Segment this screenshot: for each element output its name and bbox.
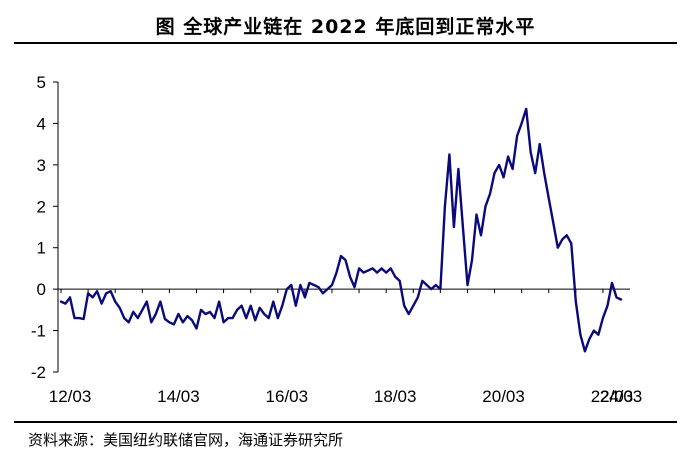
x-tick-label: 12/03 bbox=[49, 387, 92, 406]
y-tick-label: 0 bbox=[37, 280, 46, 299]
title-bar: 图 全球产业链在 2022 年底回到正常水平 bbox=[14, 8, 677, 44]
x-tick-label: 22/03 bbox=[591, 387, 634, 406]
series-line bbox=[59, 107, 623, 353]
x-tick-label: 20/03 bbox=[482, 387, 525, 406]
y-tick-label: -1 bbox=[31, 322, 46, 341]
x-tick-label: 14/03 bbox=[157, 387, 200, 406]
source-note: 资料来源：美国纽约联储官网，海通证券研究所 bbox=[28, 431, 344, 449]
y-tick-label: 5 bbox=[37, 73, 46, 92]
y-tick-label: 4 bbox=[37, 114, 46, 133]
x-tick-label: 16/03 bbox=[266, 387, 309, 406]
chart-svg: -2 -1 0 1 2 3 4 5 12/03 14/03 16/03 18/03 20/03 22/03… bbox=[31, 73, 643, 406]
y-tick-label: 3 bbox=[37, 156, 46, 175]
line-chart: -2 -1 0 1 2 3 4 5 12/03 14/03 16/03 18/03 20/03 22/03… bbox=[0, 44, 691, 414]
source-bar: 资料来源：美国纽约联储官网，海通证券研究所 bbox=[14, 421, 677, 453]
x-tick-label: 24/03 bbox=[600, 387, 643, 406]
y-tick-label: -2 bbox=[31, 363, 46, 382]
x-tick-label: 18/03 bbox=[374, 387, 417, 406]
y-tick-label: 2 bbox=[37, 197, 46, 216]
y-tick-label: 1 bbox=[37, 239, 46, 258]
chart-title: 图 全球产业链在 2022 年底回到正常水平 bbox=[155, 16, 536, 38]
